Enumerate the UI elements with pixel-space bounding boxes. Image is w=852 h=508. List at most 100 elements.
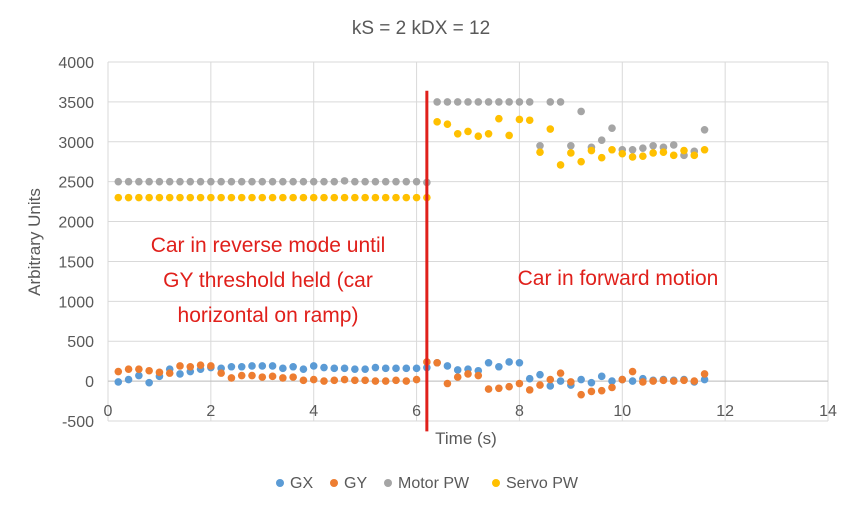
data-point — [351, 193, 359, 202]
data-point — [700, 370, 709, 378]
data-point — [474, 371, 483, 380]
data-point — [145, 366, 153, 375]
data-point — [587, 378, 596, 387]
data-point — [227, 177, 236, 186]
data-point — [351, 376, 359, 385]
data-point — [176, 370, 184, 378]
data-point — [237, 177, 246, 186]
data-point — [556, 369, 565, 377]
data-point — [309, 193, 318, 202]
data-point — [464, 127, 472, 136]
data-point — [299, 177, 308, 186]
data-point — [237, 362, 246, 371]
data-point — [649, 149, 657, 157]
data-point — [165, 369, 174, 377]
data-point — [196, 177, 205, 186]
data-point — [680, 146, 688, 155]
data-point — [402, 364, 411, 373]
data-point — [505, 131, 513, 140]
data-point — [176, 177, 184, 186]
series-motor-pw — [114, 98, 709, 187]
data-point — [412, 193, 421, 202]
data-point — [505, 382, 513, 391]
data-point — [309, 362, 318, 370]
data-point — [340, 375, 349, 384]
x-tick-label: 2 — [206, 403, 215, 420]
data-point — [680, 376, 688, 385]
data-point — [361, 376, 369, 385]
legend: GX GY Motor PW Servo PW — [276, 475, 579, 492]
y-axis-label: Arbitrary Units — [25, 188, 44, 296]
data-point — [381, 364, 390, 373]
data-point — [567, 149, 575, 157]
data-point — [227, 374, 236, 382]
annotation-reverse-line-3: horizontal on ramp) — [178, 304, 359, 327]
data-point — [320, 377, 328, 385]
data-point — [196, 361, 205, 369]
data-point — [546, 98, 555, 106]
y-tick-label: 3000 — [58, 135, 94, 152]
y-tick-label: 3500 — [58, 95, 94, 112]
x-tick-label: 4 — [309, 403, 318, 420]
data-point — [433, 98, 441, 106]
data-point — [515, 358, 524, 367]
data-point — [392, 193, 400, 202]
data-point — [597, 136, 606, 144]
data-point — [443, 379, 452, 388]
data-point — [114, 177, 123, 186]
data-point — [299, 365, 308, 373]
data-point — [268, 193, 277, 202]
y-tick-label: 2000 — [58, 215, 94, 232]
data-point — [381, 377, 390, 385]
data-point — [145, 193, 153, 202]
x-tick-label: 6 — [412, 403, 421, 420]
data-point — [207, 362, 215, 370]
data-point — [484, 385, 493, 393]
data-point — [361, 365, 369, 373]
data-point — [124, 375, 133, 384]
y-tick-label: 1500 — [58, 254, 94, 271]
data-point — [155, 177, 164, 186]
data-point — [392, 177, 400, 186]
x-tick-label: 8 — [515, 403, 524, 420]
x-tick-label: 10 — [613, 403, 631, 420]
data-point — [340, 193, 349, 202]
legend-label: Servo PW — [506, 475, 579, 492]
data-point — [207, 177, 215, 186]
data-point — [268, 177, 277, 186]
data-point — [402, 177, 411, 186]
data-point — [484, 98, 493, 106]
data-point — [402, 193, 411, 202]
data-point — [135, 371, 143, 380]
data-point — [536, 381, 544, 389]
data-point — [289, 177, 297, 186]
data-point — [608, 124, 616, 133]
data-point — [639, 144, 647, 152]
data-point — [515, 379, 524, 388]
legend-label: GX — [290, 475, 313, 492]
data-point — [567, 378, 575, 386]
data-point — [618, 149, 627, 158]
data-point — [628, 145, 637, 154]
data-point — [525, 116, 534, 125]
data-point — [258, 362, 267, 370]
series-gy — [114, 358, 709, 399]
data-point — [124, 193, 133, 202]
data-point — [505, 98, 513, 106]
data-point — [196, 193, 205, 202]
y-tick-label: 2500 — [58, 175, 94, 192]
data-point — [495, 114, 503, 123]
legend-label: Motor PW — [398, 475, 470, 492]
data-point — [135, 365, 143, 373]
data-point — [145, 378, 153, 387]
data-point — [546, 125, 555, 133]
y-tick-label: -500 — [62, 414, 94, 431]
data-point — [536, 141, 544, 150]
data-point — [392, 364, 400, 373]
data-point — [114, 367, 123, 376]
data-point — [351, 365, 359, 373]
data-point — [453, 98, 462, 106]
annotation-forward: Car in forward motion — [518, 267, 719, 290]
data-point — [669, 151, 678, 160]
legend-item-gy: GY — [330, 475, 367, 492]
